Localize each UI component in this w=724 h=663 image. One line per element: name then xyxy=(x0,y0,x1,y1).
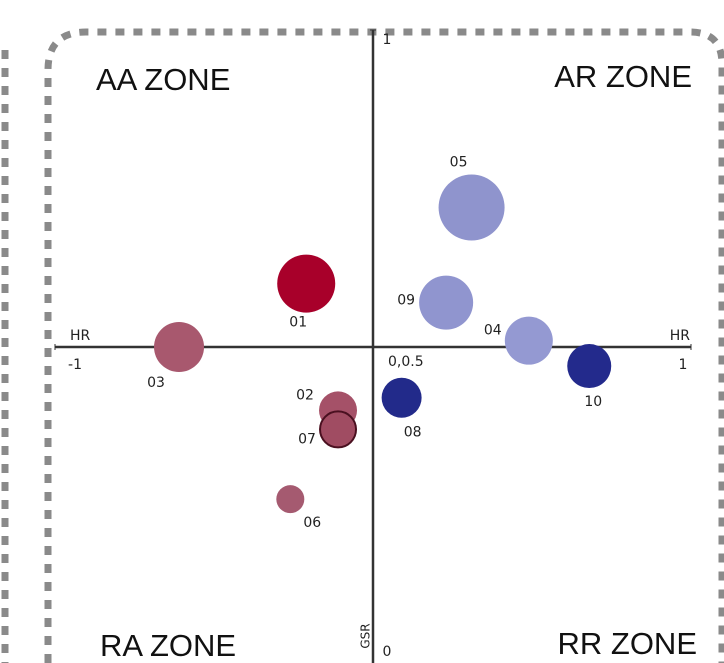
bubble xyxy=(381,377,422,418)
bubble xyxy=(504,316,553,365)
bubble xyxy=(419,275,474,330)
x-tick-label: -1 xyxy=(68,357,82,373)
y-axis-label: GSR xyxy=(359,623,373,648)
point-label: 10 xyxy=(584,394,602,410)
point-label: 06 xyxy=(303,515,321,531)
zone-label: RA ZONE xyxy=(100,628,236,663)
point-label: 01 xyxy=(289,315,307,331)
frame-border xyxy=(44,28,724,663)
origin-label: 0,0.5 xyxy=(388,354,424,370)
x-axis-label: HR xyxy=(70,328,91,344)
point-label: 03 xyxy=(147,375,165,391)
point-label: 02 xyxy=(296,387,314,403)
x-axis-label: HR xyxy=(670,328,691,344)
bubble xyxy=(567,344,612,389)
y-tick-label: 1 xyxy=(383,32,392,48)
point-label: 04 xyxy=(484,323,502,339)
x-tick-label: 1 xyxy=(679,357,688,373)
point-label: 05 xyxy=(450,155,468,171)
bubble xyxy=(276,485,305,514)
zone-label: AA ZONE xyxy=(96,62,230,97)
point-label: 08 xyxy=(404,425,422,441)
point-label: 07 xyxy=(298,431,316,447)
point-label: 09 xyxy=(397,293,415,309)
zone-label: RR ZONE xyxy=(558,626,698,661)
bubble xyxy=(154,322,205,372)
zone-label: AR ZONE xyxy=(554,59,692,94)
bubble xyxy=(438,174,505,241)
bubble xyxy=(319,410,358,449)
bubble xyxy=(277,254,336,313)
y-tick-label: 0 xyxy=(383,644,392,660)
